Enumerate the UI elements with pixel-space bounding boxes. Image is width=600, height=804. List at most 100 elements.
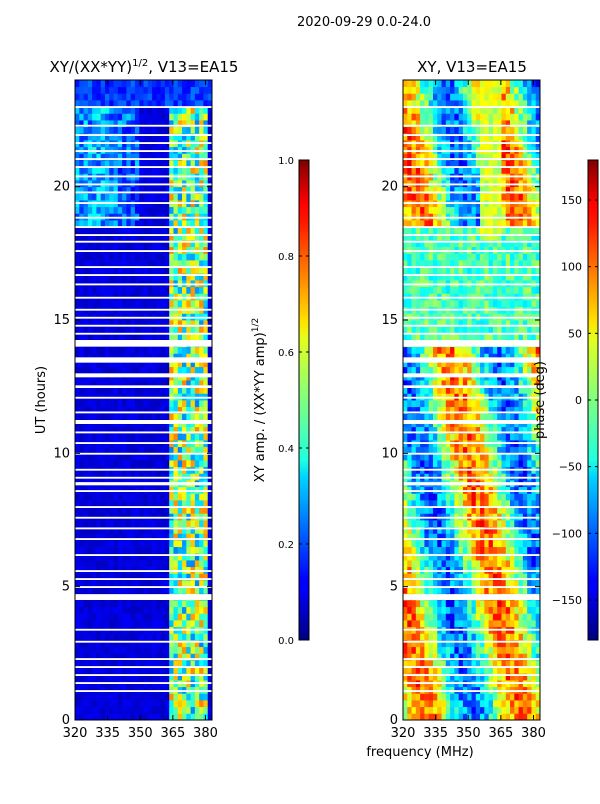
phase-heatmap-cell — [446, 580, 451, 587]
amplitude-heatmap-cell — [126, 287, 131, 294]
amplitude-flagged-gap — [75, 183, 212, 185]
phase-heatmap-cell — [493, 347, 498, 354]
amplitude-heatmap-cell — [135, 433, 140, 440]
amplitude-heatmap-cell — [122, 260, 127, 267]
amplitude-heatmap-cell — [173, 260, 178, 267]
phase-heatmap-cell — [446, 500, 451, 507]
phase-heatmap-cell — [454, 433, 459, 440]
amplitude-heatmap-cell — [92, 327, 97, 334]
amplitude-heatmap-cell — [173, 193, 178, 200]
amplitude-heatmap-cell — [92, 580, 97, 587]
amplitude-heatmap-cell — [84, 193, 89, 200]
amplitude-heatmap-cell — [135, 493, 140, 500]
phase-heatmap-cell — [519, 707, 524, 714]
amplitude-heatmap-cell — [84, 367, 89, 374]
amplitude-heatmap-cell — [165, 447, 170, 454]
amplitude-heatmap-cell — [131, 347, 136, 354]
phase-heatmap-cell — [472, 600, 477, 607]
amplitude-heatmap-cell — [122, 560, 127, 567]
phase-heatmap-cell — [459, 613, 464, 620]
amplitude-heatmap-cell — [161, 327, 166, 334]
amplitude-heatmap-cell — [126, 413, 131, 420]
amplitude-heatmap-cell — [186, 613, 191, 620]
amplitude-heatmap-cell — [152, 93, 157, 100]
phase-heatmap-cell — [429, 447, 434, 454]
amplitude-heatmap-cell — [156, 413, 161, 420]
amplitude-flagged-gap — [75, 527, 212, 529]
amplitude-heatmap-cell — [96, 100, 101, 107]
amplitude-heatmap-cell — [88, 560, 93, 567]
phase-heatmap-cell — [484, 700, 489, 707]
phase-heatmap-cell — [467, 700, 472, 707]
amplitude-heatmap-cell — [165, 400, 170, 407]
amplitude-heatmap-cell — [182, 100, 187, 107]
amplitude-flagged-gap — [75, 431, 212, 433]
amplitude-heatmap-cell — [92, 87, 97, 94]
phase-heatmap-cell — [442, 580, 447, 587]
phase-heatmap-cell — [523, 493, 528, 500]
amplitude-heatmap-cell — [182, 580, 187, 587]
phase-heatmap-cell — [527, 600, 532, 607]
phase-heatmap-cell — [501, 713, 506, 720]
amplitude-heatmap-cell — [186, 93, 191, 100]
amplitude-heatmap-cell — [131, 447, 136, 454]
phase-heatmap-cell — [467, 500, 472, 507]
phase-heatmap-cell — [484, 633, 489, 640]
amplitude-heatmap-cell — [122, 700, 127, 707]
phase-heatmap-cell — [484, 660, 489, 667]
amplitude-heatmap-cell — [105, 707, 110, 714]
amplitude-heatmap-cell — [156, 620, 161, 627]
amplitude-heatmap-cell — [126, 540, 131, 547]
amplitude-heatmap-cell — [118, 493, 123, 500]
amplitude-heatmap-cell — [152, 580, 157, 587]
phase-heatmap-cell — [510, 547, 515, 554]
phase-heatmap-cell — [424, 707, 429, 714]
amplitude-heatmap-cell — [144, 447, 149, 454]
amplitude-heatmap-cell — [135, 207, 140, 214]
amplitude-heatmap-cell — [182, 127, 187, 134]
amplitude-heatmap-cell — [84, 400, 89, 407]
amplitude-heatmap-cell — [152, 500, 157, 507]
amplitude-heatmap-cell — [75, 367, 80, 374]
phase-heatmap-cell — [467, 607, 472, 614]
phase-heatmap-cell — [416, 647, 421, 654]
amplitude-heatmap-cell — [126, 580, 131, 587]
amplitude-heatmap-cell — [135, 707, 140, 714]
amplitude-heatmap-cell — [114, 160, 119, 167]
amplitude-heatmap-cell — [126, 193, 131, 200]
amplitude-heatmap-cell — [156, 80, 161, 87]
phase-heatmap-cell — [514, 613, 519, 620]
amplitude-heatmap-cell — [101, 87, 106, 94]
amplitude-heatmap-cell — [114, 80, 119, 87]
amplitude-heatmap-cell — [161, 260, 166, 267]
amplitude-heatmap-cell — [195, 500, 200, 507]
amplitude-heatmap-cell — [75, 93, 80, 100]
phase-heatmap-cell — [459, 560, 464, 567]
amplitude-heatmap-cell — [195, 327, 200, 334]
amplitude-heatmap-cell — [109, 413, 114, 420]
amplitude-heatmap-cell — [148, 127, 153, 134]
amplitude-heatmap-cell — [114, 580, 119, 587]
phase-heatmap-cell — [501, 347, 506, 354]
phase-heatmap-cell — [454, 607, 459, 614]
phase-heatmap-cell — [459, 433, 464, 440]
amplitude-heatmap-cell — [152, 220, 157, 227]
amplitude-heatmap-cell — [84, 693, 89, 700]
phase-heatmap-cell — [480, 500, 485, 507]
amplitude-heatmap-cell — [131, 367, 136, 374]
phase-heatmap-cell — [463, 633, 468, 640]
phase-heatmap-cell — [519, 633, 524, 640]
amplitude-heatmap-cell — [101, 607, 106, 614]
amplitude-heatmap-cell — [114, 460, 119, 467]
phase-heatmap-cell — [514, 633, 519, 640]
amplitude-heatmap-cell — [161, 87, 166, 94]
amplitude-heatmap-cell — [79, 160, 84, 167]
phase-heatmap-cell — [437, 540, 442, 547]
amplitude-heatmap-cell — [84, 707, 89, 714]
phase-heatmap-cell — [480, 607, 485, 614]
amplitude-heatmap-cell — [101, 413, 106, 420]
amplitude-heatmap-cell — [165, 633, 170, 640]
phase-heatmap-cell — [450, 540, 455, 547]
phase-heatmap-cell — [446, 413, 451, 420]
